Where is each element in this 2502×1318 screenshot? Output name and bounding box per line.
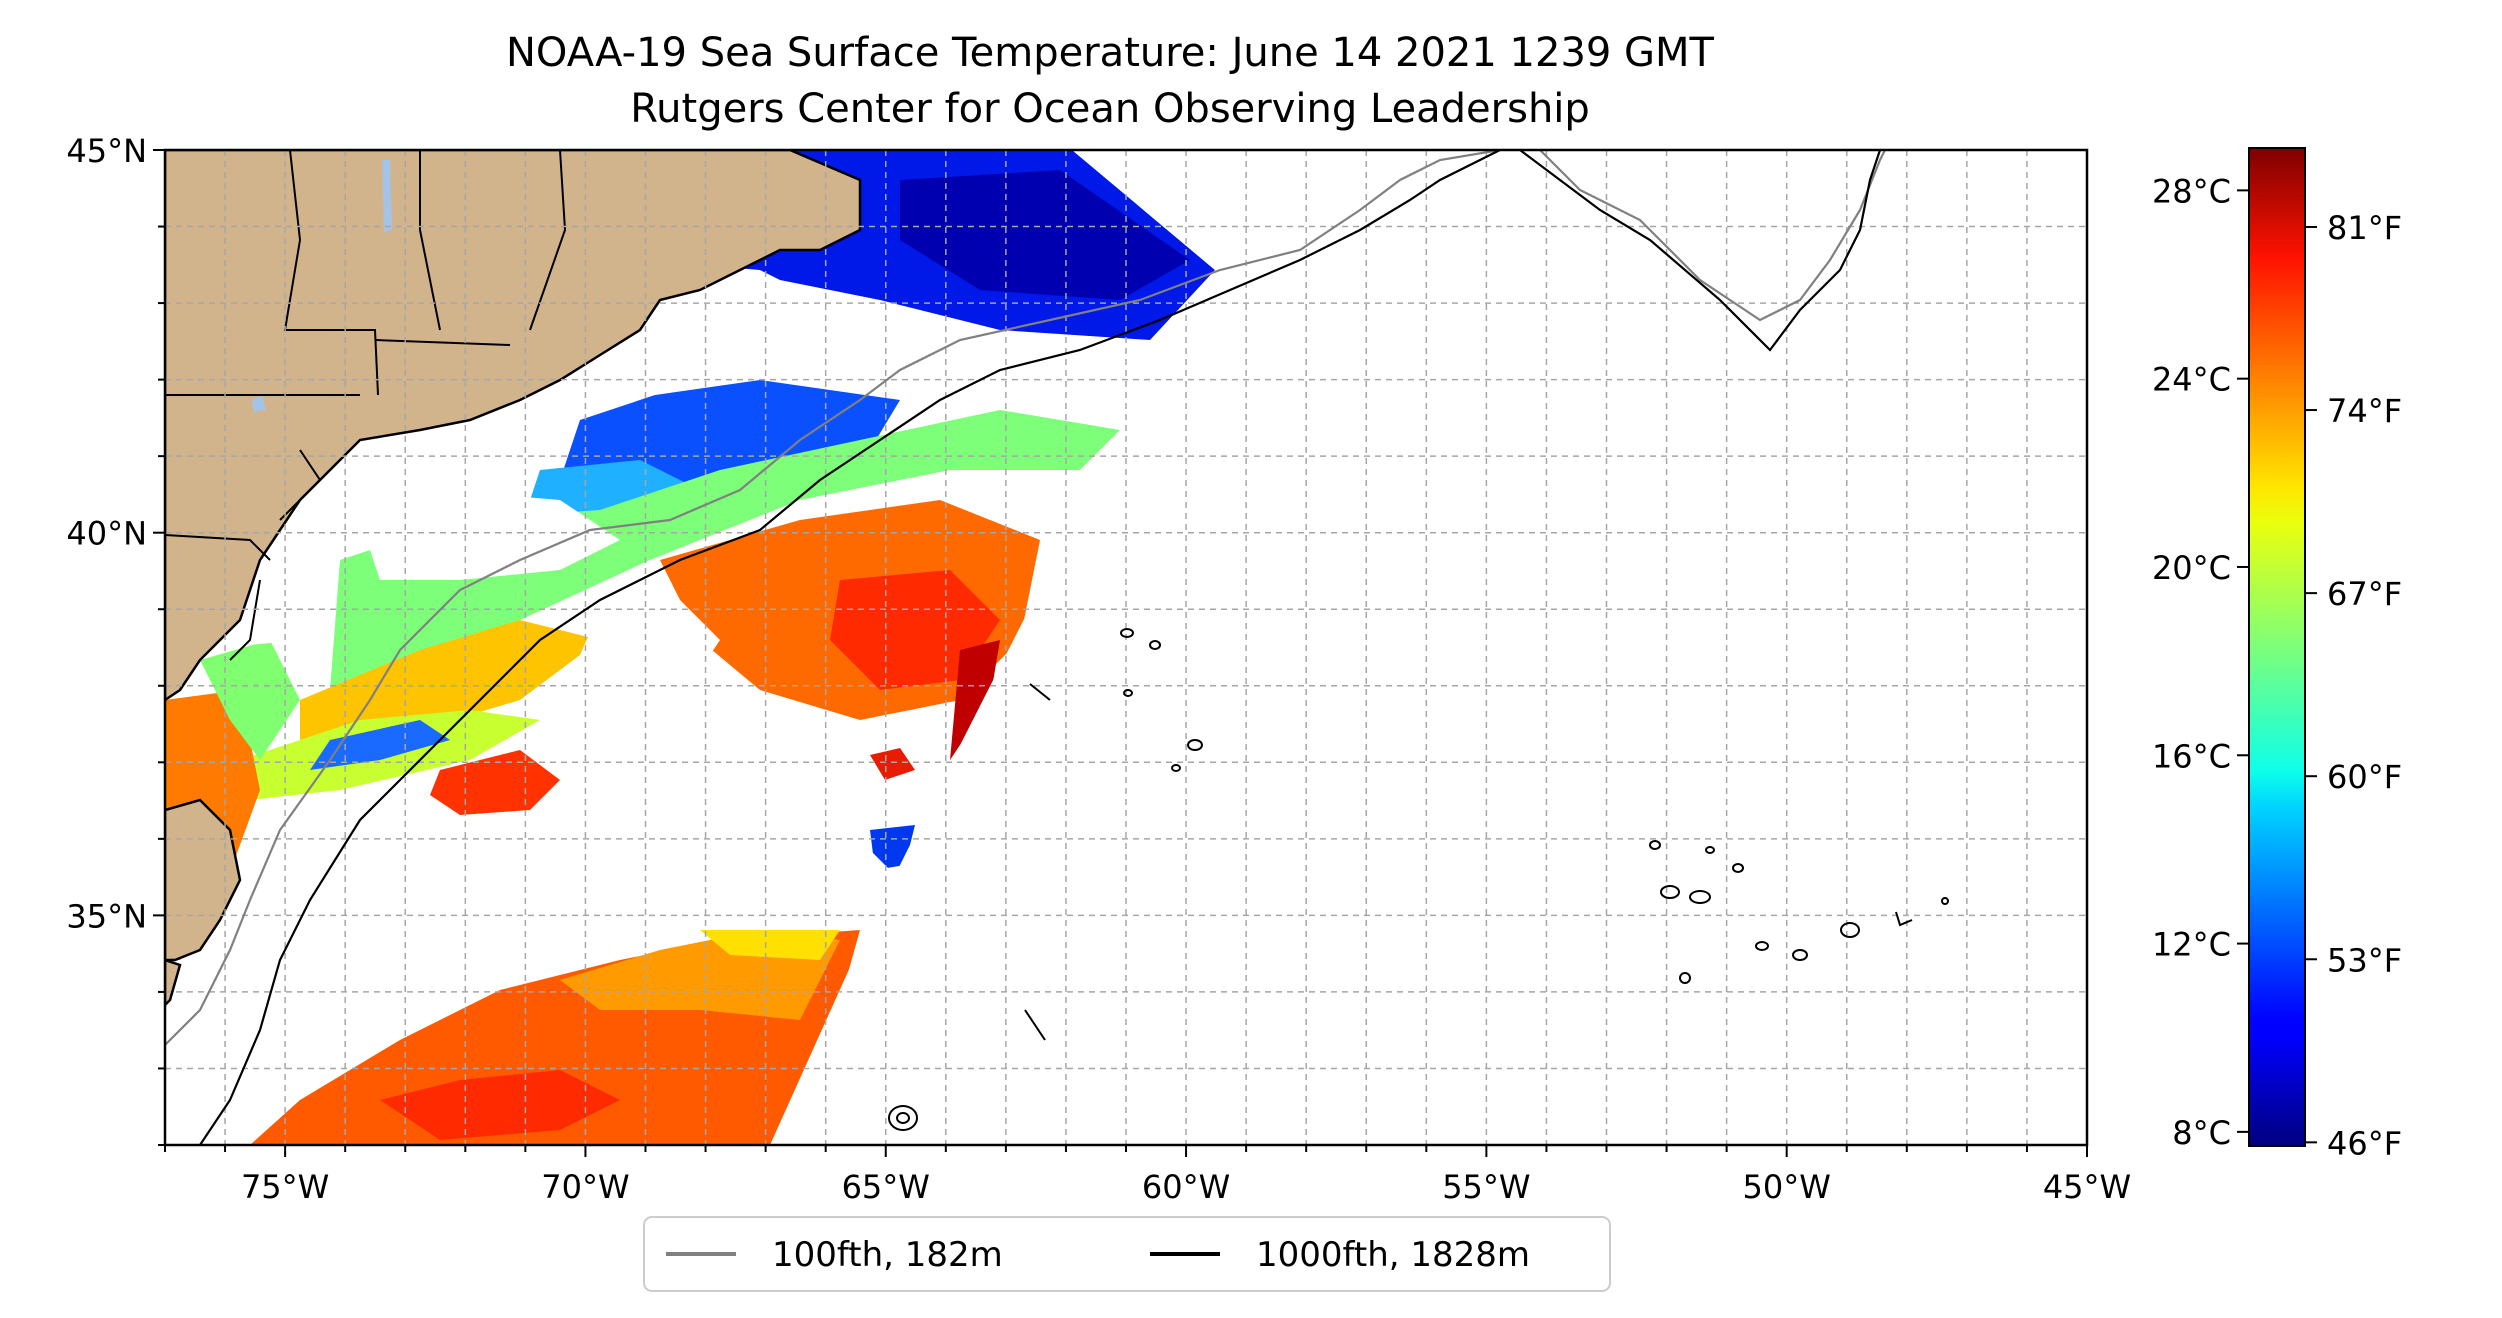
lat-tick-label: 40°N bbox=[66, 515, 147, 553]
seamount-outlines bbox=[888, 628, 1949, 1131]
title-line-2: Rutgers Center for Ocean Observing Leade… bbox=[630, 86, 1590, 132]
isobath-100fth bbox=[165, 150, 1501, 1046]
lon-tick-label: 70°W bbox=[541, 1168, 629, 1206]
celsius-tick-label: 28°C bbox=[2152, 172, 2231, 210]
cloud-mask-center bbox=[560, 600, 720, 720]
sst-red-spot-offshore bbox=[870, 748, 915, 780]
sst-red-ring bbox=[830, 570, 1000, 690]
lon-tick-label: 55°W bbox=[1442, 1168, 1530, 1206]
map-content bbox=[165, 150, 2087, 1145]
fahrenheit-tick-label: 46°F bbox=[2327, 1124, 2402, 1162]
lon-tick-label: 50°W bbox=[1743, 1168, 1831, 1206]
legend: 100fth, 182m 1000fth, 1828m bbox=[643, 1216, 1611, 1292]
fahrenheit-tick-label: 53°F bbox=[2327, 941, 2402, 979]
gridlines bbox=[165, 150, 2087, 1145]
land-carolina bbox=[165, 958, 182, 1007]
fahrenheit-tick-label: 74°F bbox=[2327, 392, 2402, 430]
fahrenheit-tick-label: 67°F bbox=[2327, 575, 2402, 613]
isobath-1000fth bbox=[199, 150, 1501, 1145]
legend-label-100fth: 100fth, 182m bbox=[772, 1235, 1003, 1275]
lake-small bbox=[252, 396, 266, 412]
colorbar: 28°C 24°C 20°C 16°C 12°C 8°C 81°F 74°F 67°F 60°F… bbox=[2152, 147, 2402, 1162]
lon-tick-label: 75°W bbox=[241, 1168, 329, 1206]
lon-tick-label: 60°W bbox=[1142, 1168, 1230, 1206]
map-panel: 75°W 70°W 65°W 60°W 55°W 50°W 45°W 45°N 40°N 35°… bbox=[66, 132, 2131, 1206]
legend-label-1000fth: 1000fth, 1828m bbox=[1256, 1235, 1530, 1275]
lake-champlain bbox=[382, 160, 392, 232]
title-line-1: NOAA-19 Sea Surface Temperature: June 14… bbox=[506, 30, 1715, 76]
lat-axis: 45°N 40°N 35°N bbox=[66, 132, 165, 1146]
lat-tick-label: 35°N bbox=[66, 897, 147, 935]
legend-box bbox=[643, 1216, 1611, 1292]
sst-deep-blue-patch bbox=[900, 170, 1190, 300]
celsius-tick-label: 20°C bbox=[2152, 549, 2231, 587]
cloud-mask-mid bbox=[360, 490, 620, 580]
sst-red-eddy bbox=[430, 750, 560, 815]
isobath-1000fth-north bbox=[1519, 150, 1882, 352]
celsius-tick-label: 16°C bbox=[2152, 737, 2231, 775]
colorbar-fahrenheit-axis: 81°F 74°F 67°F 60°F 53°F 46°F bbox=[2305, 209, 2402, 1162]
lat-tick-label: 45°N bbox=[66, 132, 147, 170]
sst-south-red-core bbox=[380, 1070, 620, 1140]
lon-axis: 75°W 70°W 65°W 60°W 55°W 50°W 45°W bbox=[164, 1145, 2131, 1206]
lon-tick-label: 45°W bbox=[2043, 1168, 2131, 1206]
celsius-tick-label: 24°C bbox=[2152, 361, 2231, 399]
fahrenheit-tick-label: 60°F bbox=[2327, 758, 2402, 796]
land-mass bbox=[165, 150, 862, 702]
sst-dark-red-edge bbox=[950, 640, 1000, 760]
fahrenheit-tick-label: 81°F bbox=[2327, 209, 2402, 247]
celsius-tick-label: 8°C bbox=[2172, 1114, 2231, 1152]
celsius-tick-label: 12°C bbox=[2152, 926, 2231, 964]
colorbar-celsius-axis: 28°C 24°C 20°C 16°C 12°C 8°C bbox=[2152, 172, 2249, 1152]
lon-tick-label: 65°W bbox=[842, 1168, 930, 1206]
colorbar-gradient bbox=[2248, 147, 2306, 1147]
cloud-mask-south bbox=[200, 810, 900, 1060]
